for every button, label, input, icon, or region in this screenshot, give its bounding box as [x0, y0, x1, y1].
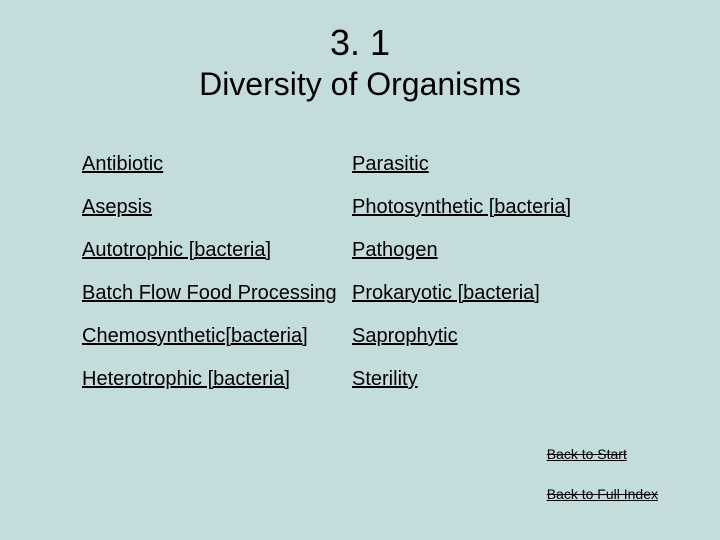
term-link[interactable]: Saprophytic [352, 322, 458, 351]
terms-grid: Antibiotic Asepsis Autotrophic [bacteria… [82, 150, 642, 394]
back-to-start-link[interactable]: Back to Start [547, 446, 658, 462]
term-link[interactable]: Asepsis [82, 193, 152, 222]
back-to-full-index-link[interactable]: Back to Full Index [547, 486, 658, 502]
term-link[interactable]: Chemosynthetic[bacteria] [82, 322, 308, 351]
section-title: Diversity of Organisms [0, 66, 720, 103]
term-link[interactable]: Prokaryotic [bacteria] [352, 279, 540, 308]
title-block: 3. 1 Diversity of Organisms [0, 0, 720, 103]
term-link[interactable]: Batch Flow Food Processing [82, 279, 337, 308]
section-number: 3. 1 [0, 22, 720, 64]
terms-column-left: Antibiotic Asepsis Autotrophic [bacteria… [82, 150, 352, 394]
term-link[interactable]: Sterility [352, 365, 418, 394]
term-link[interactable]: Antibiotic [82, 150, 163, 179]
term-link[interactable]: Pathogen [352, 236, 438, 265]
term-link[interactable]: Autotrophic [bacteria] [82, 236, 271, 265]
terms-column-right: Parasitic Photosynthetic [bacteria] Path… [352, 150, 642, 394]
term-link[interactable]: Photosynthetic [bacteria] [352, 193, 571, 222]
term-link[interactable]: Parasitic [352, 150, 429, 179]
nav-links: Back to Start Back to Full Index [547, 422, 658, 502]
term-link[interactable]: Heterotrophic [bacteria] [82, 365, 290, 394]
